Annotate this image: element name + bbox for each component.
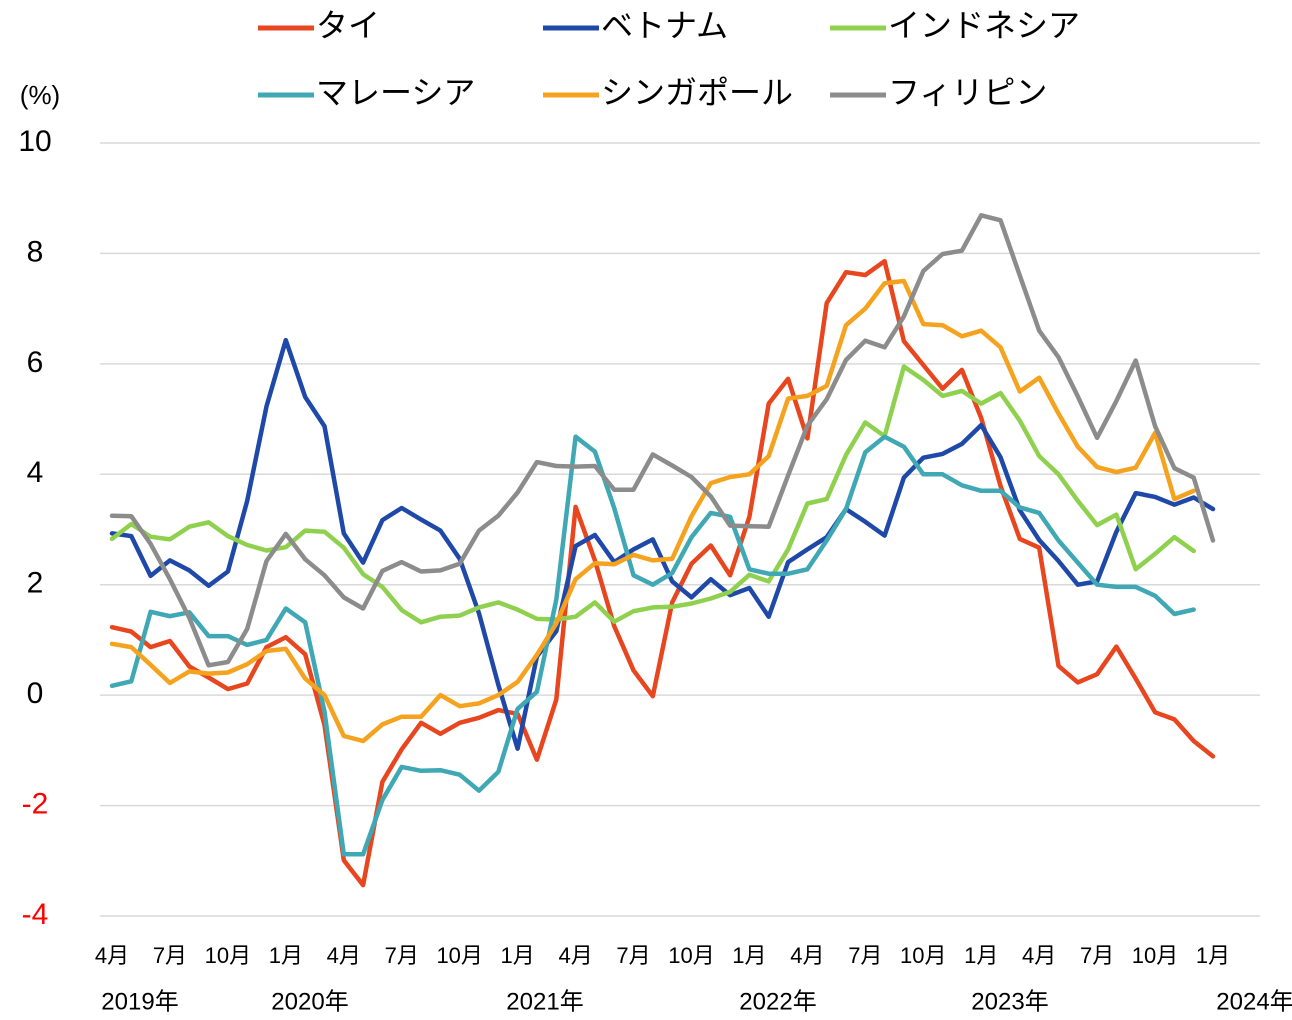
legend-label: シンガポール xyxy=(601,74,793,110)
series-line xyxy=(109,258,1216,888)
x-tick-label: 7月 xyxy=(153,943,187,968)
x-tick-label: 10月 xyxy=(900,943,946,968)
x-group-label: 2023年 xyxy=(971,988,1048,1015)
y-axis-label: (%) xyxy=(20,80,60,110)
legend-label: ベトナム xyxy=(601,7,728,43)
x-tick-label: 1月 xyxy=(501,943,535,968)
x-tick-label: 1月 xyxy=(732,943,766,968)
y-tick-label: 2 xyxy=(27,567,44,600)
legend-label: インドネシア xyxy=(888,7,1080,43)
x-tick-label: 4月 xyxy=(1022,943,1056,968)
series-line xyxy=(109,278,1196,744)
x-group-label: 2019年 xyxy=(101,988,178,1015)
x-tick-label: 1月 xyxy=(269,943,303,968)
y-tick-label: 8 xyxy=(27,235,44,268)
x-tick-label: 1月 xyxy=(1196,943,1230,968)
x-tick-label: 7月 xyxy=(1080,943,1114,968)
x-group-label: 2021年 xyxy=(506,988,583,1015)
y-tick-label: -2 xyxy=(22,787,49,820)
series-line xyxy=(109,213,1216,668)
y-tick-label: 4 xyxy=(27,456,44,489)
x-group-label: 2022年 xyxy=(739,988,816,1015)
x-tick-label: 4月 xyxy=(558,943,592,968)
y-tick-label: 6 xyxy=(27,346,44,379)
x-group-label: 2020年 xyxy=(271,988,348,1015)
x-tick-label: 7月 xyxy=(385,943,419,968)
x-tick-label: 10月 xyxy=(436,943,482,968)
series-line xyxy=(109,434,1196,857)
legend-label: タイ xyxy=(316,7,380,43)
x-tick-label: 4月 xyxy=(327,943,361,968)
x-tick-label: 10月 xyxy=(668,943,714,968)
x-tick-label: 10月 xyxy=(205,943,251,968)
y-tick-label: 10 xyxy=(18,125,51,158)
x-tick-label: 7月 xyxy=(616,943,650,968)
legend-label: フィリピン xyxy=(888,74,1047,110)
y-tick-label: 0 xyxy=(27,677,44,710)
legend-label: マレーシア xyxy=(316,74,475,110)
x-tick-label: 4月 xyxy=(790,943,824,968)
x-tick-label: 10月 xyxy=(1132,943,1178,968)
x-tick-label: 1月 xyxy=(964,943,998,968)
x-tick-label: 7月 xyxy=(848,943,882,968)
y-tick-label: -4 xyxy=(22,898,49,931)
x-tick-label: 4月 xyxy=(95,943,129,968)
x-group-label: 2024年 xyxy=(1216,988,1292,1015)
